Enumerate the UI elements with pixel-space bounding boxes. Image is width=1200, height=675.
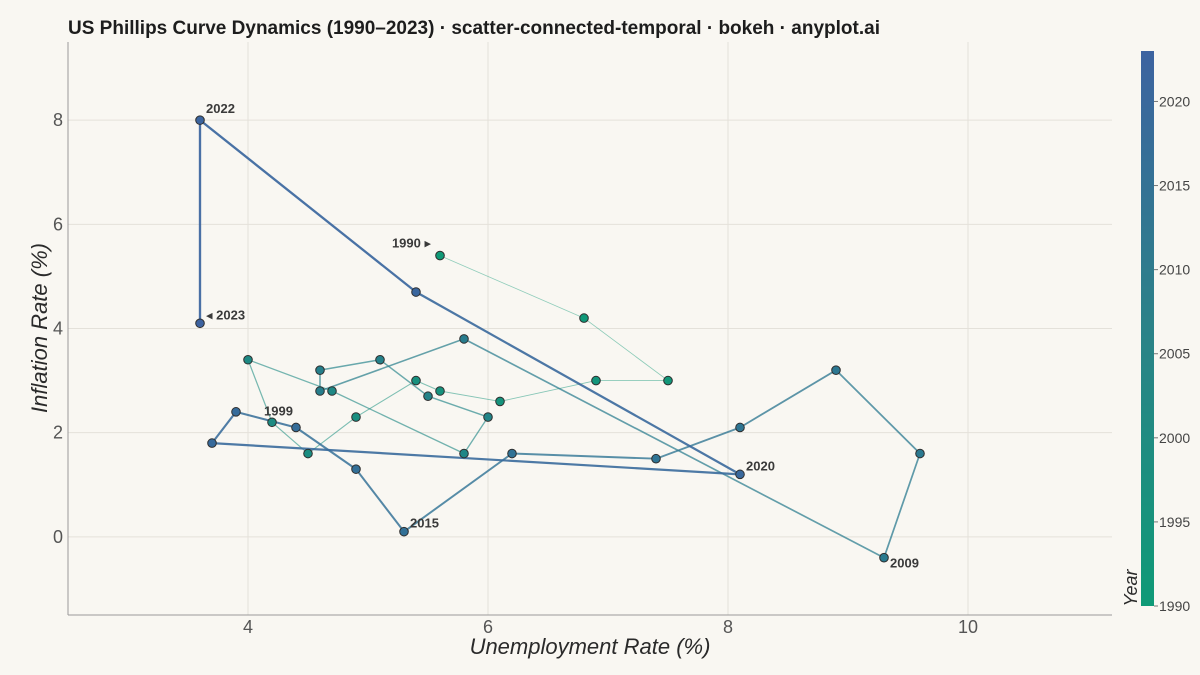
y-tick-label: 4: [53, 319, 63, 339]
trajectory-segment: [307, 416, 357, 455]
point-1994: [495, 396, 505, 407]
colorbar-tick-label: 2000: [1159, 430, 1190, 446]
point-2011: [831, 365, 841, 375]
trajectory-segment: [499, 380, 597, 402]
point-2003: [483, 412, 493, 422]
trajectory-segment: [403, 452, 513, 533]
point-1999: [267, 417, 277, 428]
annotation-2022: 2022: [206, 101, 235, 116]
trajectory-segment: [210, 410, 238, 445]
point-2019: [207, 438, 217, 448]
point-2009: [879, 552, 889, 563]
year-points: [195, 115, 925, 563]
point-2000: [243, 354, 253, 365]
y-tick-label: 8: [53, 110, 63, 130]
trajectory-segment: [379, 359, 429, 397]
point-2007: [315, 386, 325, 396]
trajectory-segment: [319, 338, 465, 392]
point-2014: [507, 448, 517, 459]
trajectory-segment: [739, 369, 837, 429]
chart-title: US Phillips Curve Dynamics (1990–2023) ·…: [68, 18, 880, 39]
colorbar-tick-label: 2020: [1159, 93, 1190, 109]
tick-labels: 4 6 8 10 0 2 4 6 8: [53, 110, 978, 637]
axes: [67, 42, 1112, 616]
grid-lines: [68, 42, 1112, 615]
colorbar-gradient: [1141, 51, 1154, 606]
point-2005: [375, 354, 385, 365]
point-2018: [231, 407, 241, 417]
point-2023: [195, 318, 205, 329]
year-colorbar: 1990 1995 2000 2005 2010 2015 2020 Year: [1121, 51, 1190, 614]
trajectory-segment: [883, 452, 921, 559]
point-2016: [351, 464, 361, 474]
annotation-1990: 1990 ▸: [392, 236, 432, 251]
trajectory-segment: [319, 358, 381, 371]
colorbar-tick-label: 1995: [1159, 514, 1190, 530]
x-tick-label: 6: [483, 617, 493, 637]
annotation-2023: ◂ 2023: [206, 307, 245, 322]
y-tick-label: 2: [53, 423, 63, 443]
trajectory-lines: [198, 118, 921, 559]
point-1995: [435, 386, 445, 396]
trajectory-segment: [414, 290, 742, 476]
trajectory-segment: [247, 359, 333, 392]
trajectory-segment: [655, 426, 741, 460]
colorbar-ticks: 1990 1995 2000 2005 2010 2015 2020: [1154, 93, 1190, 614]
trajectory-segment: [247, 359, 273, 423]
trajectory-segment: [331, 390, 465, 455]
trajectory-segment: [439, 255, 585, 319]
point-1990: [435, 250, 445, 261]
trajectory-segment: [583, 317, 669, 382]
point-2020: [735, 469, 745, 480]
annotation-2020: 2020: [746, 458, 775, 473]
point-2017: [291, 422, 301, 433]
y-axis-title: Inflation Rate (%): [27, 243, 52, 413]
point-2010: [915, 448, 925, 459]
trajectory-segment: [427, 395, 489, 418]
annotation-2015: 2015: [410, 516, 439, 531]
trajectory-segment: [210, 441, 742, 476]
trajectory-segment: [463, 338, 885, 559]
point-1991: [579, 313, 589, 323]
colorbar-tick-label: 2015: [1159, 178, 1190, 194]
colorbar-tick-label: 1990: [1159, 598, 1190, 614]
point-1996: [411, 375, 421, 386]
x-tick-label: 4: [243, 617, 253, 637]
point-2015: [399, 526, 409, 537]
point-2004: [423, 391, 433, 402]
point-1997: [351, 412, 361, 422]
point-2008: [459, 334, 469, 344]
trajectory-segment: [354, 468, 406, 533]
point-2001: [327, 386, 337, 396]
trajectory-segment: [294, 426, 358, 471]
point-2006: [315, 365, 325, 375]
y-tick-label: 6: [53, 214, 63, 234]
colorbar-tick-label: 2005: [1159, 346, 1190, 362]
point-2012: [735, 422, 745, 433]
point-2013: [651, 453, 661, 464]
trajectory-segment: [355, 380, 417, 418]
x-axis-title: Unemployment Rate (%): [470, 634, 711, 659]
point-1998: [303, 448, 313, 459]
y-tick-label: 0: [53, 527, 63, 547]
trajectory-segment: [234, 410, 298, 429]
point-2022: [195, 115, 205, 125]
annotation-1999: 1999: [264, 403, 293, 418]
trajectory-segment: [835, 369, 921, 455]
trajectory-segment: [198, 118, 418, 294]
trajectory-segment: [511, 452, 657, 460]
point-1993: [591, 375, 601, 386]
trajectory-segment: [439, 390, 501, 402]
point-2021: [411, 287, 421, 297]
colorbar-title: Year: [1121, 568, 1141, 606]
x-tick-label: 8: [723, 617, 733, 637]
colorbar-tick-label: 2010: [1159, 262, 1190, 278]
year-annotations: 1990 ▸ 1999 2009 2015 2020 2022 ◂ 2023: [206, 101, 919, 571]
point-1992: [663, 375, 673, 386]
trajectory-segment: [463, 416, 489, 455]
annotation-2009: 2009: [890, 556, 919, 571]
x-tick-label: 10: [958, 617, 978, 637]
point-2002: [459, 448, 469, 459]
